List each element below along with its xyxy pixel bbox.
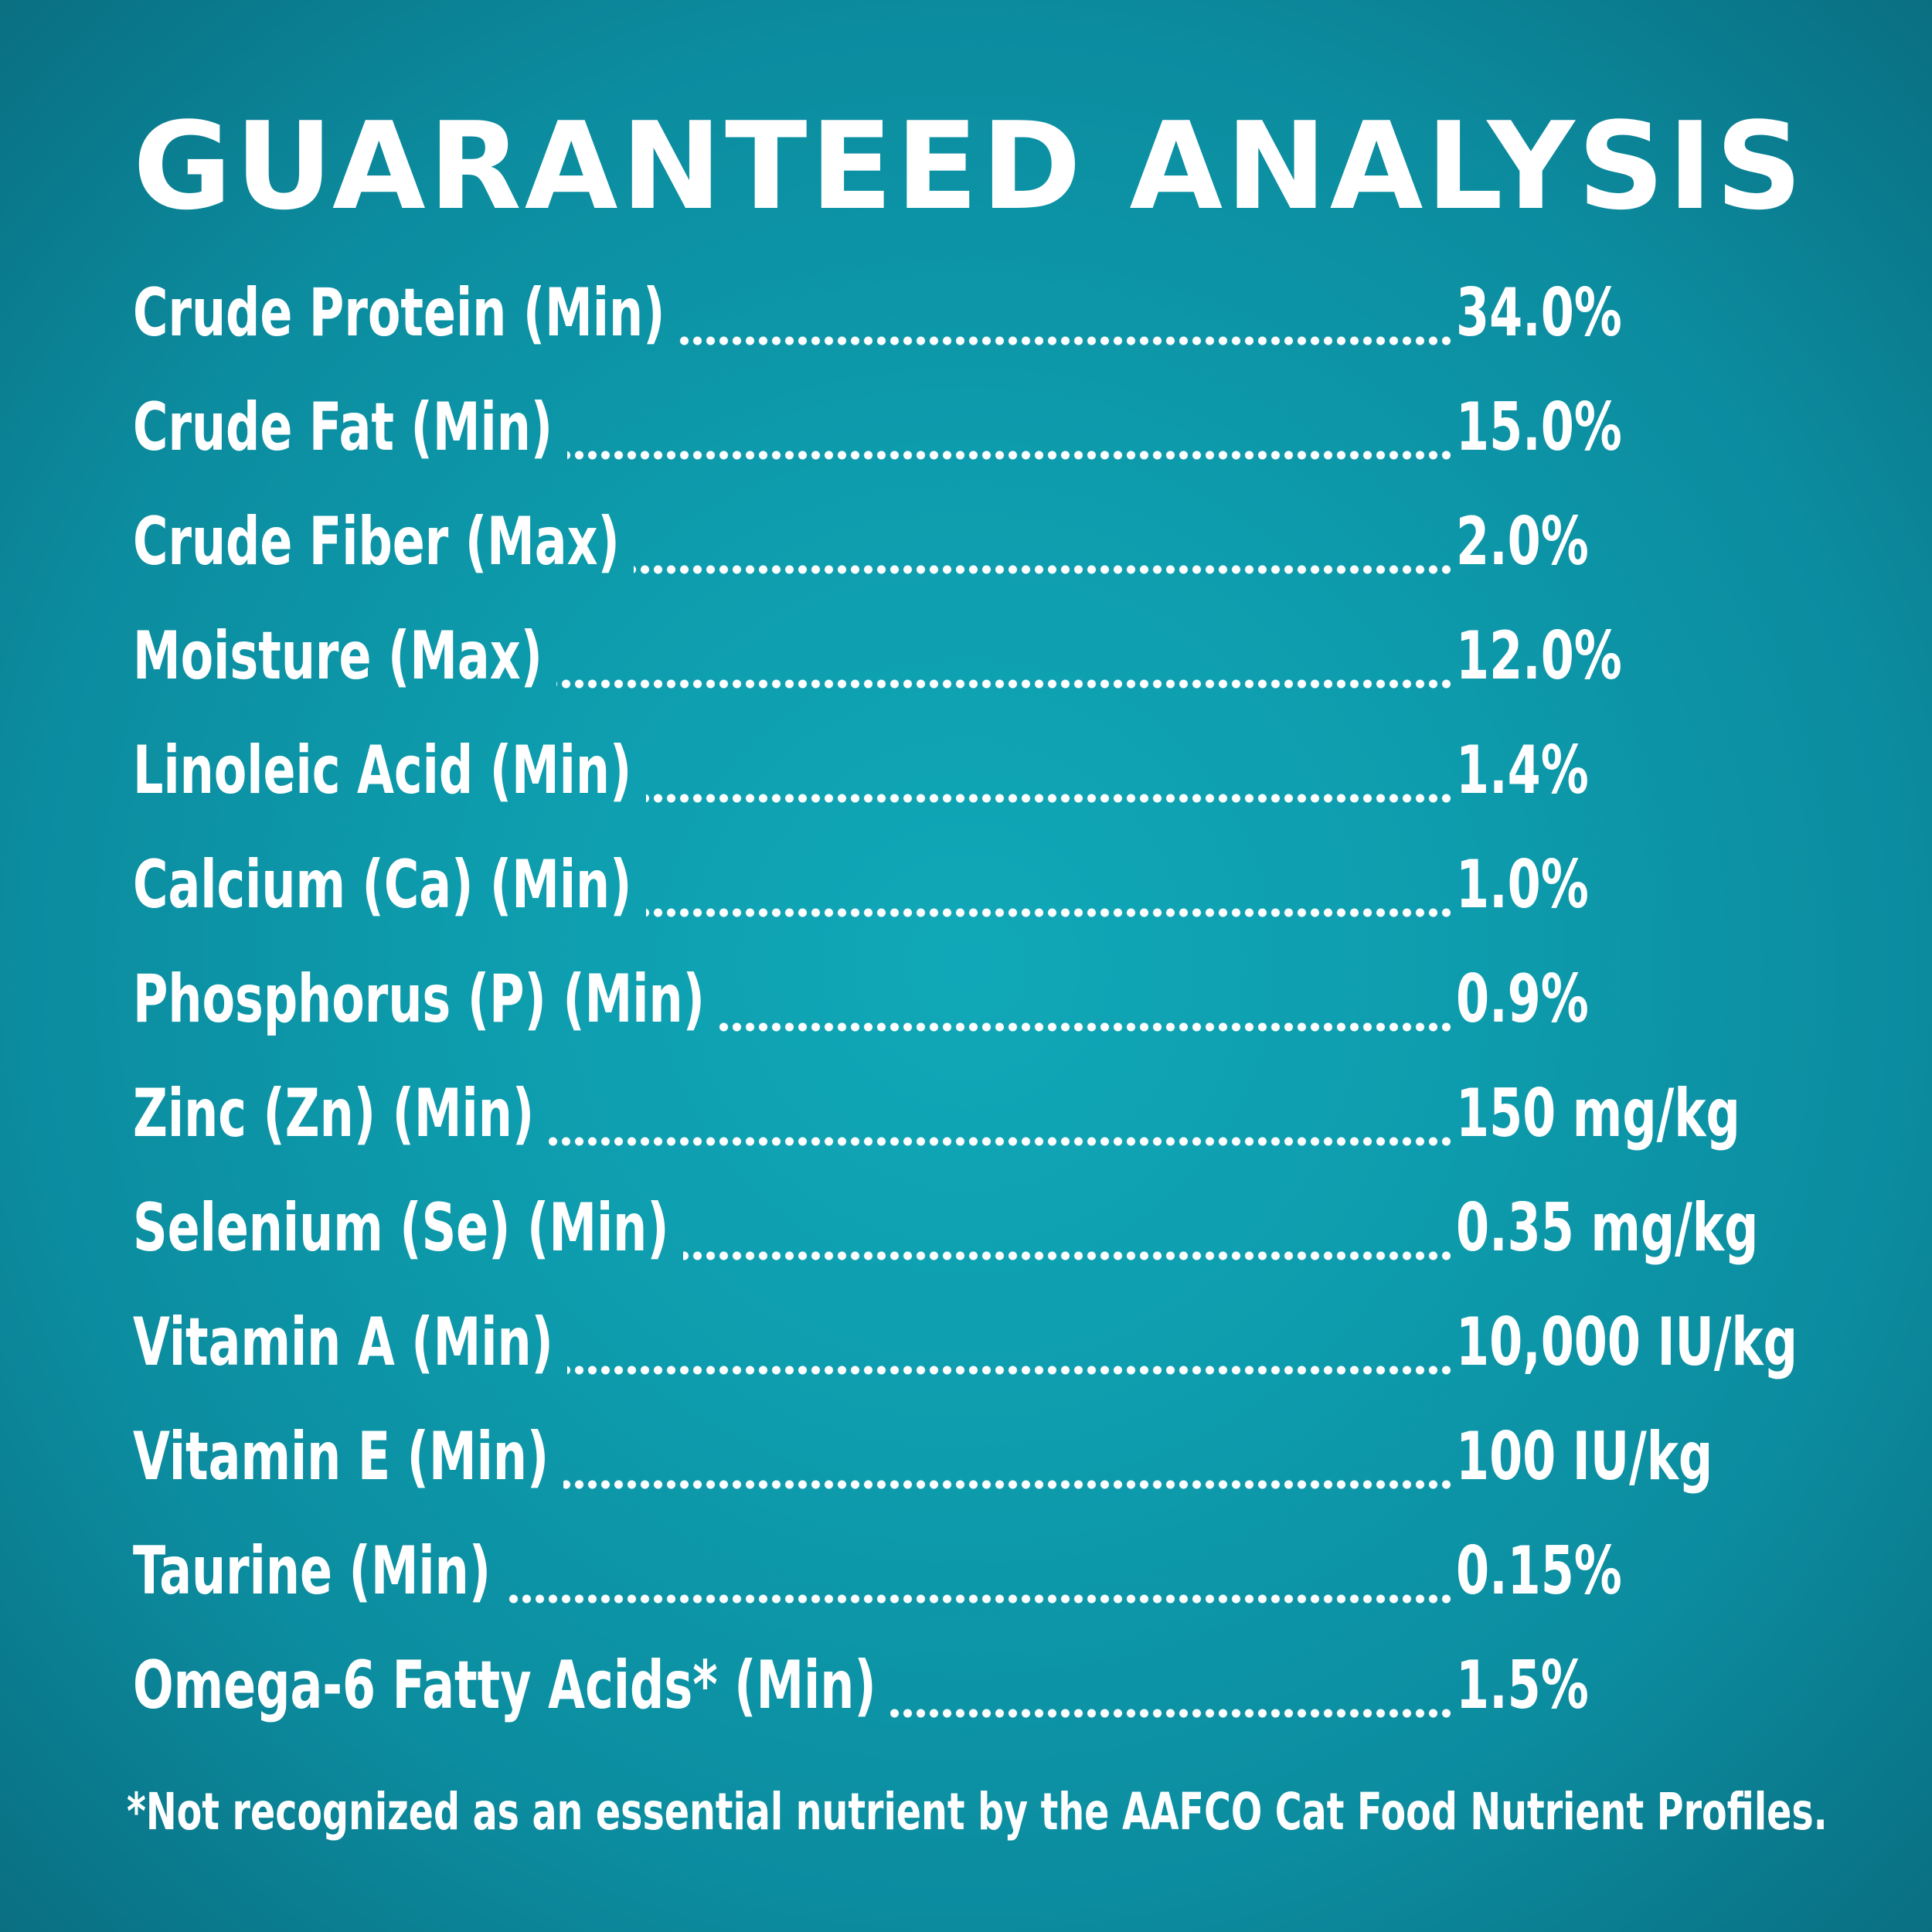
nutrient-label: Vitamin E (Min) — [133, 1418, 549, 1495]
analysis-list: Crude Protein (Min) 34.0% Crude Fat (Min… — [133, 260, 1798, 1747]
analysis-row: Crude Protein (Min) 34.0% — [133, 260, 1794, 374]
nutrient-label: Taurine (Min) — [133, 1532, 492, 1610]
analysis-row: Selenium (Se) (Min) 0.35 mg/kg — [133, 1175, 1794, 1289]
nutrient-label: Crude Protein (Min) — [133, 274, 665, 352]
nutrient-label: Phosphorus (P) (Min) — [133, 961, 705, 1038]
dot-leader — [505, 1594, 1453, 1604]
nutrient-value: 1.5% — [1456, 1647, 1589, 1724]
nutrient-label: Moisture (Max) — [133, 617, 543, 695]
dot-leader — [719, 1022, 1453, 1032]
dot-leader — [563, 1479, 1453, 1490]
footnote: *Not recognized as an essential nutrient… — [127, 1782, 1828, 1842]
analysis-row: Zinc (Zn) (Min) 150 mg/kg — [133, 1060, 1794, 1175]
nutrient-value: 1.0% — [1456, 846, 1589, 923]
analysis-row: Vitamin E (Min) 100 IU/kg — [133, 1403, 1794, 1518]
dot-leader — [646, 907, 1453, 918]
analysis-row: Phosphorus (P) (Min) 0.9% — [133, 946, 1794, 1060]
nutrient-label: Vitamin A (Min) — [133, 1304, 553, 1381]
nutrient-value: 100 IU/kg — [1456, 1418, 1713, 1495]
analysis-row: Moisture (Max) 12.0% — [133, 603, 1794, 717]
nutrient-value: 0.35 mg/kg — [1456, 1189, 1759, 1267]
dot-leader — [890, 1708, 1453, 1719]
nutrient-label: Linoleic Acid (Min) — [133, 732, 632, 809]
nutrient-value: 10,000 IU/kg — [1456, 1304, 1798, 1381]
analysis-row: Crude Fat (Min) 15.0% — [133, 374, 1794, 488]
nutrient-value: 150 mg/kg — [1456, 1075, 1740, 1152]
nutrient-label: Omega-6 Fatty Acids* (Min) — [133, 1647, 876, 1724]
nutrient-value: 2.0% — [1456, 503, 1589, 580]
nutrient-label: Zinc (Zn) (Min) — [133, 1075, 535, 1152]
analysis-row: Omega-6 Fatty Acids* (Min) 1.5% — [133, 1632, 1794, 1747]
nutrient-label: Calcium (Ca) (Min) — [133, 846, 632, 923]
analysis-row: Linoleic Acid (Min) 1.4% — [133, 717, 1794, 832]
nutrient-value: 34.0% — [1456, 274, 1622, 352]
analysis-row: Taurine (Min) 0.15% — [133, 1518, 1794, 1632]
nutrient-value: 1.4% — [1456, 732, 1589, 809]
dot-leader — [646, 793, 1453, 804]
dot-leader — [683, 1250, 1453, 1261]
dot-leader — [679, 335, 1453, 346]
nutrient-value: 0.9% — [1456, 961, 1589, 1038]
nutrient-value: 0.15% — [1456, 1532, 1622, 1610]
dot-leader — [556, 679, 1453, 689]
nutrient-value: 12.0% — [1456, 617, 1622, 695]
analysis-row: Calcium (Ca) (Min) 1.0% — [133, 832, 1794, 946]
analysis-row: Crude Fiber (Max) 2.0% — [133, 488, 1794, 603]
nutrient-label: Crude Fat (Min) — [133, 389, 553, 466]
dot-leader — [549, 1136, 1453, 1147]
page-title: GUARANTEED ANALYSIS — [133, 96, 1806, 236]
dot-leader — [567, 1365, 1453, 1376]
dot-leader — [567, 450, 1453, 461]
nutrient-value: 15.0% — [1456, 389, 1622, 466]
nutrient-label: Selenium (Se) (Min) — [133, 1189, 669, 1267]
analysis-row: Vitamin A (Min) 10,000 IU/kg — [133, 1289, 1798, 1403]
nutrient-label: Crude Fiber (Max) — [133, 503, 620, 580]
dot-leader — [634, 564, 1453, 575]
